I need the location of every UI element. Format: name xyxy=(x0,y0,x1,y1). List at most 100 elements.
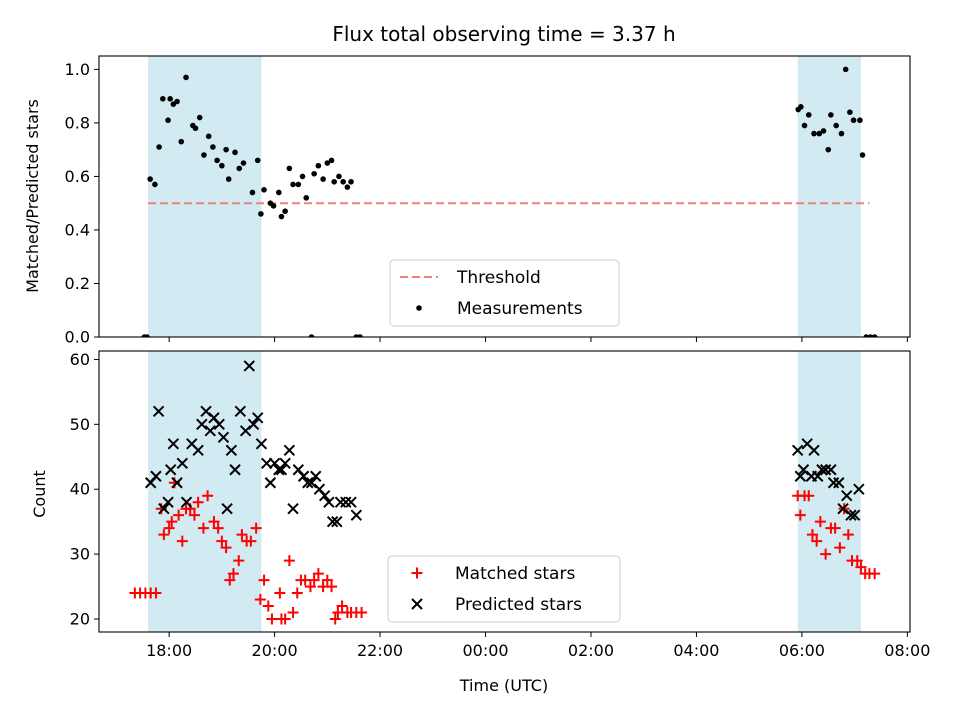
bottom-point-1-18 xyxy=(221,502,233,515)
top-point-0-34 xyxy=(286,165,293,172)
top-point-0-4 xyxy=(156,144,162,150)
bottom-point-0-17 xyxy=(202,490,214,502)
bottom-point-0-20 xyxy=(216,535,228,547)
bottom-point-1-13 xyxy=(200,405,212,418)
bottom-point-1-12 xyxy=(196,418,208,431)
top-point-0-1 xyxy=(144,334,150,337)
bottom-point-1-56 xyxy=(816,464,828,476)
bottom-point-1-50 xyxy=(794,470,807,482)
bottom-point-0-41 xyxy=(304,581,316,593)
x-tick-label-4: 02:00 xyxy=(568,641,614,660)
bottom-point-0-36 xyxy=(283,555,295,567)
top-point-0-26 xyxy=(254,157,261,164)
bottom-point-1-9 xyxy=(180,496,193,508)
top-point-0-25 xyxy=(249,189,256,196)
bottom-y-tick-label-0: 20 xyxy=(70,610,90,629)
top-point-0-5 xyxy=(160,96,166,102)
bottom-point-1-38 xyxy=(305,477,318,489)
bottom-y-axis-label: Count xyxy=(30,470,49,518)
top-point-0-30 xyxy=(270,203,277,209)
top-point-0-49 xyxy=(348,178,354,185)
top-point-0-33 xyxy=(282,208,288,215)
bottom-y-tick-label-3: 50 xyxy=(70,415,90,434)
top-y-tick-label-2: 0.4 xyxy=(65,220,90,239)
bottom-point-1-37 xyxy=(302,477,314,489)
top-point-0-18 xyxy=(214,157,220,164)
top-point-0-67 xyxy=(859,152,866,158)
top-point-0-70 xyxy=(871,334,878,337)
bottom-point-0-11 xyxy=(176,535,188,547)
bottom-point-0-59 xyxy=(811,535,823,547)
bottom-point-0-22 xyxy=(224,574,236,586)
top-point-0-35 xyxy=(290,181,296,188)
bottom-point-1-54 xyxy=(808,444,820,456)
top-point-0-53 xyxy=(798,104,804,110)
top-point-0-31 xyxy=(276,189,282,196)
bottom-point-1-14 xyxy=(204,425,216,437)
bottom-point-0-68 xyxy=(851,555,863,567)
x-tick-label-7: 08:00 xyxy=(884,641,930,660)
top-point-0-39 xyxy=(308,334,315,337)
bottom-point-0-61 xyxy=(820,548,832,560)
top-point-0-59 xyxy=(825,146,832,153)
top-point-0-3 xyxy=(152,181,158,188)
bottom-point-1-6 xyxy=(167,438,180,450)
bottom-point-0-42 xyxy=(308,574,320,586)
top-point-0-37 xyxy=(299,173,306,180)
top-point-0-16 xyxy=(205,133,212,140)
top-y-tick-label-5: 1.0 xyxy=(65,60,90,79)
bottom-axes-frame xyxy=(98,350,911,633)
top-point-0-23 xyxy=(236,165,243,172)
top-point-0-58 xyxy=(820,128,827,134)
bottom-point-0-16 xyxy=(197,522,209,534)
bottom-point-0-37 xyxy=(287,607,299,619)
top-y-tick-label-3: 0.6 xyxy=(65,167,90,186)
chart-title: Flux total observing time = 3.37 h xyxy=(332,22,675,46)
x-tick-label-0: 18:00 xyxy=(146,641,192,660)
bottom-point-1-49 xyxy=(791,444,804,456)
bottom-point-1-62 xyxy=(841,490,853,502)
top-series-measurements xyxy=(141,66,878,337)
top-legend-label-0: Threshold xyxy=(456,268,541,288)
top-point-0-60 xyxy=(828,112,834,118)
bottom-legend-label-1: Predicted stars xyxy=(455,595,582,615)
top-point-0-24 xyxy=(240,160,247,166)
bottom-point-1-42 xyxy=(323,496,335,508)
bottom-point-1-64 xyxy=(848,509,861,521)
bottom-point-0-66 xyxy=(842,529,854,541)
bottom-point-1-3 xyxy=(158,502,170,515)
top-point-0-66 xyxy=(857,117,863,124)
bottom-point-1-25 xyxy=(252,412,264,424)
top-legend-label-1: Measurements xyxy=(457,299,583,319)
bottom-panel: 18:00 20:00 22:00 00:00 02:00 04:00 06:00 08:00… xyxy=(70,350,931,660)
x-axis-label: Time (UTC) xyxy=(459,676,548,695)
top-y-tick-label-0: 0.0 xyxy=(65,328,90,347)
top-point-0-13 xyxy=(192,125,199,132)
x-tick-label-6: 06:00 xyxy=(779,641,825,660)
top-shaded-region-0 xyxy=(148,56,262,337)
bottom-point-0-29 xyxy=(254,594,266,606)
top-panel: 0.0 0.2 0.4 0.6 0.8 1.0 Threshold Measurements xyxy=(65,55,911,347)
bottom-point-0-45 xyxy=(321,574,333,586)
top-point-0-65 xyxy=(850,117,857,124)
top-point-0-17 xyxy=(210,144,216,150)
bottom-point-1-47 xyxy=(345,496,357,508)
top-point-0-36 xyxy=(295,181,302,188)
bottom-point-1-19 xyxy=(225,444,238,456)
bottom-point-1-65 xyxy=(853,483,865,495)
bottom-point-0-63 xyxy=(829,522,841,534)
bottom-point-0-35 xyxy=(279,613,291,625)
bottom-point-1-58 xyxy=(825,464,837,476)
x-tick-label-1: 20:00 xyxy=(252,641,298,660)
bottom-point-0-15 xyxy=(192,496,204,508)
top-point-0-19 xyxy=(219,162,225,169)
bottom-point-1-16 xyxy=(213,418,225,431)
bottom-point-0-28 xyxy=(250,522,262,534)
bottom-point-1-7 xyxy=(171,477,183,489)
bottom-point-0-49 xyxy=(336,600,348,612)
top-point-0-63 xyxy=(842,66,849,73)
top-y-tick-label-4: 0.8 xyxy=(65,113,90,132)
bottom-point-0-23 xyxy=(227,568,239,580)
